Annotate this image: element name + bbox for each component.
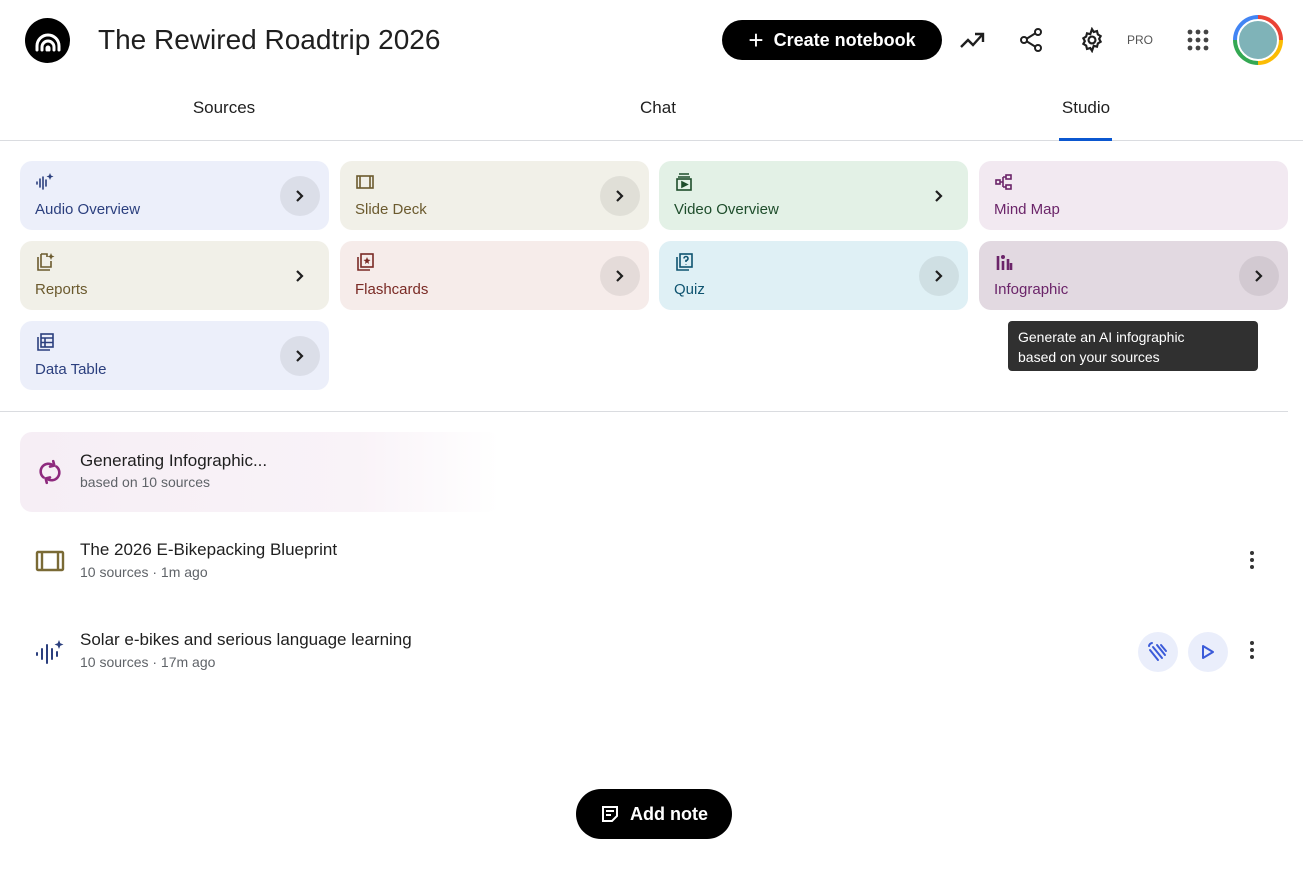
- play-icon: [1202, 645, 1214, 659]
- tile-label: Quiz: [674, 281, 705, 298]
- flashcards-icon: [357, 253, 374, 271]
- audio-waveform-sparkle-icon: [36, 173, 54, 190]
- studio-tile-flashcards[interactable]: Flashcards: [340, 241, 649, 310]
- sync-icon: [39, 459, 61, 485]
- studio-tile-video-overview[interactable]: Video Overview: [659, 161, 968, 230]
- tile-label: Video Overview: [674, 201, 779, 218]
- artifact-row[interactable]: Solar e-bikes and serious language learn…: [0, 620, 1303, 680]
- more-vert-icon[interactable]: [1248, 550, 1256, 570]
- reports-icon: [37, 253, 55, 271]
- audio-waveform-sparkle-icon: [36, 640, 64, 664]
- share-icon: [1020, 28, 1042, 52]
- chevron-right-icon: [1255, 270, 1263, 282]
- tile-label: Infographic: [994, 281, 1069, 298]
- interactive-mode-button[interactable]: [1138, 632, 1178, 672]
- apps-grid-icon: [1187, 29, 1209, 51]
- open-button[interactable]: [919, 256, 959, 296]
- studio-tile-quiz[interactable]: Quiz: [659, 241, 968, 310]
- trending-up-icon: [960, 32, 985, 48]
- open-button[interactable]: [919, 176, 959, 216]
- open-button[interactable]: [280, 336, 320, 376]
- notebook-title[interactable]: The Rewired Roadtrip 2026: [98, 24, 441, 55]
- studio-tile-audio-overview[interactable]: Audio Overview: [20, 161, 329, 230]
- tile-label: Data Table: [35, 361, 107, 378]
- chevron-right-icon: [935, 190, 943, 202]
- open-button[interactable]: [280, 176, 320, 216]
- tab-divider: [0, 140, 1303, 141]
- open-button[interactable]: [600, 256, 640, 296]
- mind-map-icon: [995, 174, 1012, 190]
- quiz-icon: [676, 253, 693, 271]
- app-logo[interactable]: [25, 18, 70, 63]
- tile-label: Reports: [35, 281, 88, 298]
- studio-tile-mind-map[interactable]: Mind Map: [979, 161, 1288, 230]
- tab-studio[interactable]: Studio: [1061, 98, 1111, 117]
- studio-tile-reports[interactable]: Reports: [20, 241, 329, 310]
- infographic-icon: [996, 254, 1013, 270]
- note-icon: [602, 806, 618, 822]
- apps-button[interactable]: [1178, 20, 1218, 60]
- chevron-right-icon: [616, 270, 624, 282]
- settings-button[interactable]: [1072, 20, 1112, 60]
- chevron-right-icon: [296, 270, 304, 282]
- chevron-right-icon: [616, 190, 624, 202]
- chevron-right-icon: [296, 190, 304, 202]
- play-button[interactable]: [1188, 632, 1228, 672]
- tile-label: Mind Map: [994, 201, 1060, 218]
- gear-icon: [1081, 27, 1103, 53]
- slides-icon: [356, 175, 374, 189]
- studio-tile-data-table[interactable]: Data Table: [20, 321, 329, 390]
- video-icon: [676, 173, 692, 191]
- pro-badge: PRO: [1127, 33, 1154, 47]
- slides-icon: [35, 550, 65, 572]
- more-vert-icon[interactable]: [1248, 640, 1256, 660]
- studio-tile-infographic[interactable]: Infographic: [979, 241, 1288, 310]
- tab-sources[interactable]: Sources: [192, 98, 256, 117]
- create-notebook-button[interactable]: + Create notebook: [722, 20, 942, 60]
- generating-infographic-item: Generating Infographic... based on 10 so…: [20, 432, 500, 512]
- chevron-right-icon: [935, 270, 943, 282]
- artifact-row[interactable]: The 2026 E-Bikepacking Blueprint 10 sour…: [0, 530, 1303, 590]
- studio-tile-slide-deck[interactable]: Slide Deck: [340, 161, 649, 230]
- open-button[interactable]: [600, 176, 640, 216]
- open-button[interactable]: [280, 256, 320, 296]
- tile-label: Slide Deck: [355, 201, 427, 218]
- active-tab-indicator: [1059, 138, 1112, 141]
- plus-icon: +: [748, 25, 764, 55]
- infographic-tooltip: Generate an AI infographic based on your…: [1008, 321, 1258, 371]
- account-avatar[interactable]: [1233, 15, 1283, 65]
- tab-chat[interactable]: Chat: [640, 98, 676, 117]
- chevron-right-icon: [296, 350, 304, 362]
- data-table-icon: [37, 333, 54, 351]
- share-button[interactable]: [1011, 20, 1051, 60]
- add-note-button[interactable]: Add note: [576, 789, 732, 839]
- tile-label: Flashcards: [355, 281, 429, 298]
- tile-label: Audio Overview: [35, 201, 141, 218]
- section-divider: [0, 411, 1288, 412]
- hand-wave-icon: [1148, 642, 1167, 661]
- open-button[interactable]: [1239, 256, 1279, 296]
- analytics-button[interactable]: [952, 20, 992, 60]
